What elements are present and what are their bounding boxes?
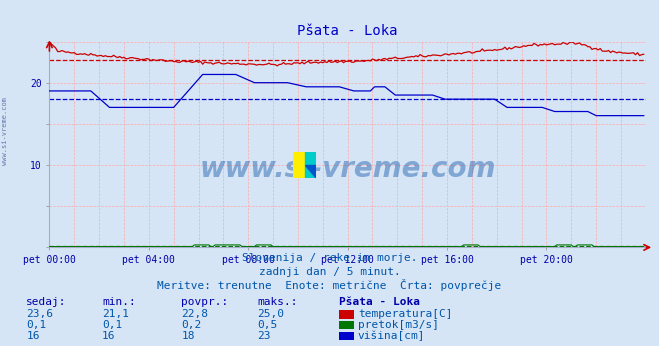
Text: temperatura[C]: temperatura[C] (358, 309, 452, 319)
Text: 0,2: 0,2 (181, 320, 202, 330)
Text: 0,5: 0,5 (257, 320, 277, 330)
Text: pretok[m3/s]: pretok[m3/s] (358, 320, 439, 330)
Text: min.:: min.: (102, 297, 136, 307)
Text: sedaj:: sedaj: (26, 297, 67, 307)
Text: 23: 23 (257, 331, 270, 341)
Polygon shape (304, 152, 316, 178)
Text: 16: 16 (26, 331, 40, 341)
Text: Slovenija / reke in morje.: Slovenija / reke in morje. (242, 253, 417, 263)
Text: zadnji dan / 5 minut.: zadnji dan / 5 minut. (258, 267, 401, 277)
Title: Pšata - Loka: Pšata - Loka (297, 24, 398, 38)
Text: višina[cm]: višina[cm] (358, 331, 425, 341)
Text: 18: 18 (181, 331, 194, 341)
Text: 22,8: 22,8 (181, 309, 208, 319)
Polygon shape (304, 165, 316, 178)
Polygon shape (293, 152, 304, 178)
Text: www.si-vreme.com: www.si-vreme.com (200, 155, 496, 183)
Text: Meritve: trenutne  Enote: metrične  Črta: povprečje: Meritve: trenutne Enote: metrične Črta: … (158, 279, 501, 291)
Text: povpr.:: povpr.: (181, 297, 229, 307)
Text: 0,1: 0,1 (102, 320, 123, 330)
Text: 23,6: 23,6 (26, 309, 53, 319)
Text: 21,1: 21,1 (102, 309, 129, 319)
Text: Pšata - Loka: Pšata - Loka (339, 297, 420, 307)
Text: www.si-vreme.com: www.si-vreme.com (2, 98, 9, 165)
Text: 0,1: 0,1 (26, 320, 47, 330)
Text: 16: 16 (102, 331, 115, 341)
Text: 25,0: 25,0 (257, 309, 284, 319)
Text: maks.:: maks.: (257, 297, 297, 307)
